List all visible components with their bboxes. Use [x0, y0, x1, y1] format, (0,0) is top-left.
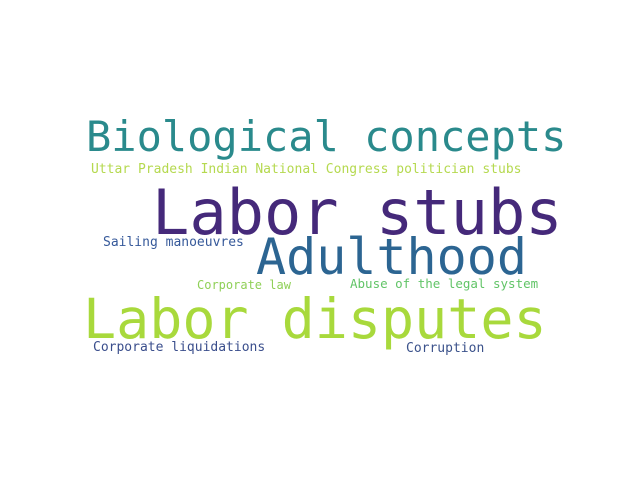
- word-corporate-law: Corporate law: [197, 278, 291, 292]
- word-corporate-liquidations: Corporate liquidations: [93, 340, 266, 355]
- word-sailing-manoeuvres: Sailing manoeuvres: [103, 235, 244, 250]
- word-adulthood: Adulthood: [256, 228, 527, 286]
- word-uttar-pradesh-politician-stubs: Uttar Pradesh Indian National Congress p…: [91, 162, 522, 177]
- word-biological-concepts: Biological concepts: [86, 112, 567, 161]
- word-abuse-of-legal-system: Abuse of the legal system: [350, 276, 539, 291]
- word-labor-disputes: Labor disputes: [83, 287, 547, 351]
- word-labor-stubs: Labor stubs: [152, 176, 563, 249]
- word-corruption: Corruption: [406, 341, 485, 356]
